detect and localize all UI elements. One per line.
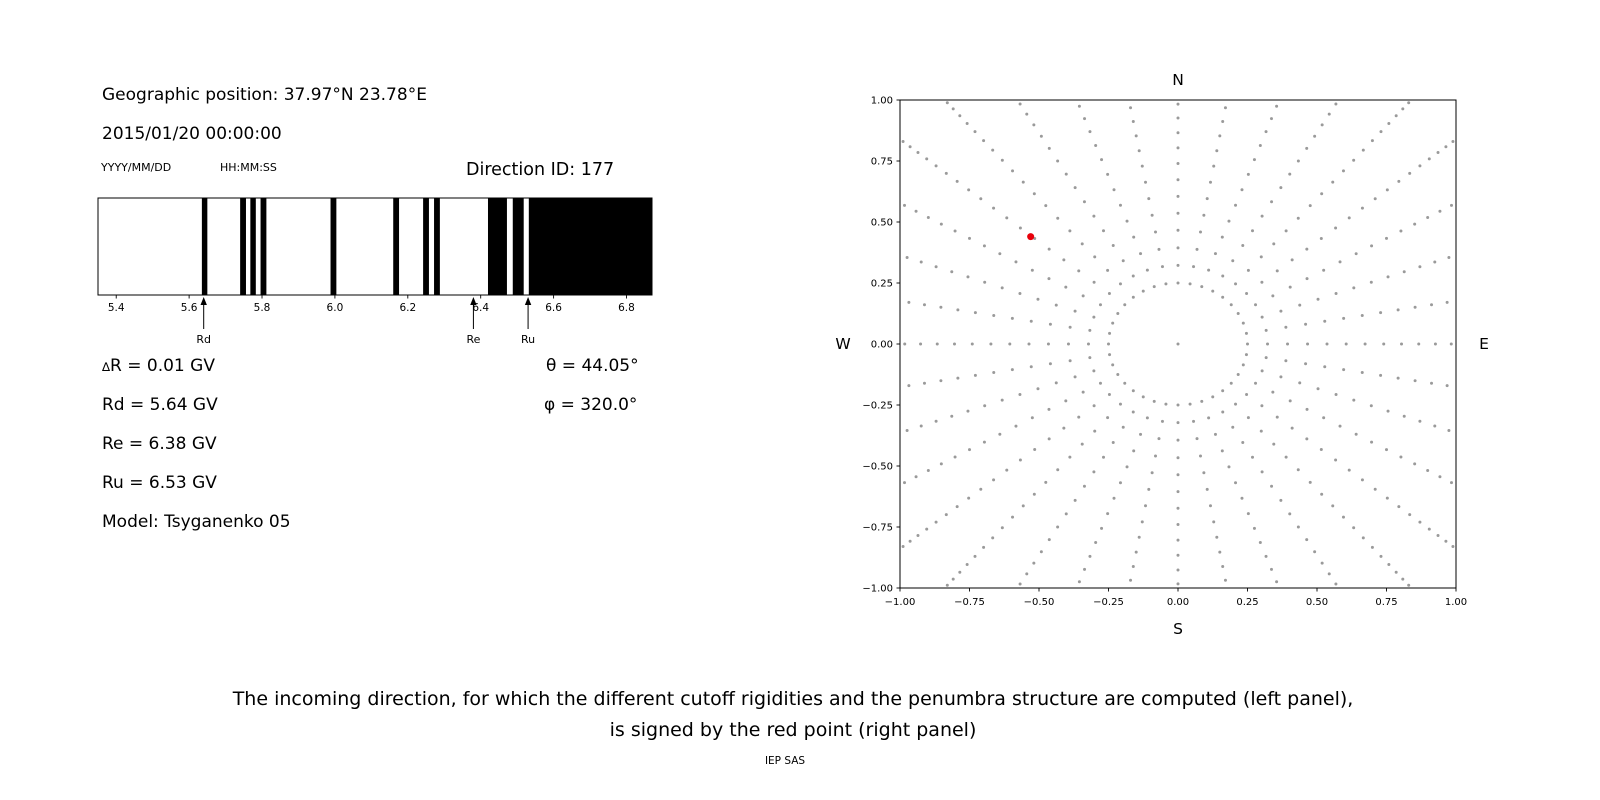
forbidden-band <box>528 198 652 295</box>
x-tick-label: 6.8 <box>618 302 635 314</box>
y-tick-label: −1.00 <box>862 584 893 595</box>
compass-east-label: E <box>1479 335 1489 353</box>
forbidden-band <box>330 198 337 295</box>
penumbra-frame <box>97 197 653 296</box>
x-tick-label: −1.00 <box>885 597 916 608</box>
theta-label: θ = 44.05° <box>546 356 639 376</box>
x-tick-label: 6.6 <box>545 302 562 314</box>
y-tick-label: −0.50 <box>862 462 893 473</box>
marker-label: Rd <box>196 333 211 346</box>
caption-line2: is signed by the red point (right panel) <box>609 719 977 741</box>
re-label: Re = 6.38 GV <box>102 434 217 454</box>
x-tick-label: 0.25 <box>1236 597 1258 608</box>
x-tick-label: −0.50 <box>1024 597 1055 608</box>
map-y-axis: −1.00 −0.75 −0.50 −0.25 0.00 0.25 0.50 0.75 1.00 <box>862 96 900 595</box>
forbidden-band <box>487 198 507 295</box>
phi-label: φ = 320.0° <box>544 395 638 415</box>
arrow-up-icon <box>524 297 532 305</box>
compass-north-label: N <box>1172 71 1184 89</box>
x-tick-label: −0.25 <box>1093 597 1124 608</box>
y-tick-label: 0.00 <box>871 340 893 351</box>
delta-r-label: ∆R = 0.01 GV <box>102 356 215 376</box>
x-tick-label: 5.4 <box>108 302 125 314</box>
forbidden-band <box>250 198 256 295</box>
geo-position-label: Geographic position: 37.97°N 23.78°E <box>102 85 427 105</box>
x-tick-label: −0.75 <box>954 597 985 608</box>
map-frame <box>899 99 1457 589</box>
credit-label: IEP SAS <box>764 755 806 767</box>
x-tick-label: 1.00 <box>1445 597 1467 608</box>
rigidity-markers: Rd Re Ru <box>196 297 535 346</box>
x-tick-label: 6.2 <box>399 302 416 314</box>
y-tick-label: 0.25 <box>871 279 893 290</box>
center-dot <box>1176 342 1180 346</box>
selected-direction-point <box>1027 233 1035 241</box>
forbidden-band <box>201 198 208 295</box>
caption-line1: The incoming direction, for which the di… <box>232 688 1354 710</box>
forbidden-band <box>393 198 400 295</box>
penumbra-x-axis: 5.4 5.6 5.8 6.0 6.2 6.4 6.6 6.8 <box>108 295 635 314</box>
direction-id-label: Direction ID: 177 <box>466 160 615 180</box>
compass-south-label: S <box>1173 620 1183 638</box>
direction-grid-dots <box>901 101 1455 587</box>
arrow-up-icon <box>470 297 477 305</box>
y-tick-label: 1.00 <box>871 96 893 107</box>
forbidden-band <box>240 198 246 295</box>
marker-label: Re <box>466 333 480 346</box>
model-label: Model: Tsyganenko 05 <box>102 512 291 532</box>
map-x-axis: −1.00 −0.75 −0.50 −0.25 0.00 0.25 0.50 0.75 1.00 <box>885 588 1467 608</box>
x-tick-label: 6.0 <box>327 302 344 314</box>
x-tick-label: 0.00 <box>1167 597 1189 608</box>
marker-label: Ru <box>521 333 535 346</box>
time-format-label: HH:MM:SS <box>220 161 277 174</box>
delta-symbol: ∆ <box>102 360 111 374</box>
forbidden-bands <box>201 198 652 295</box>
x-tick-label: 0.50 <box>1306 597 1328 608</box>
datetime-label: 2015/01/20 00:00:00 <box>102 124 282 144</box>
rd-label: Rd = 5.64 GV <box>102 395 218 415</box>
y-tick-label: −0.25 <box>862 401 893 412</box>
forbidden-band <box>512 198 524 295</box>
arrow-up-icon <box>200 297 207 305</box>
x-tick-label: 5.8 <box>254 302 271 314</box>
ru-label: Ru = 6.53 GV <box>102 473 217 493</box>
compass-west-label: W <box>835 335 850 353</box>
x-tick-label: 5.6 <box>181 302 198 314</box>
y-tick-label: 0.75 <box>871 157 893 168</box>
y-tick-label: −0.75 <box>862 523 893 534</box>
delta-r-value: R = 0.01 GV <box>110 356 215 376</box>
forbidden-band <box>423 198 429 295</box>
date-format-label: YYYY/MM/DD <box>101 161 172 174</box>
direction-map-chart: −1.00 −0.75 −0.50 −0.25 0.00 0.25 0.50 0.75 1.00… <box>835 71 1489 638</box>
forbidden-band <box>434 198 440 295</box>
y-tick-label: 0.50 <box>871 218 893 229</box>
forbidden-band <box>260 198 267 295</box>
penumbra-chart: 5.4 5.6 5.8 6.0 6.2 6.4 6.6 6.8Rd Re Ru <box>97 197 653 346</box>
x-tick-label: 0.75 <box>1375 597 1397 608</box>
